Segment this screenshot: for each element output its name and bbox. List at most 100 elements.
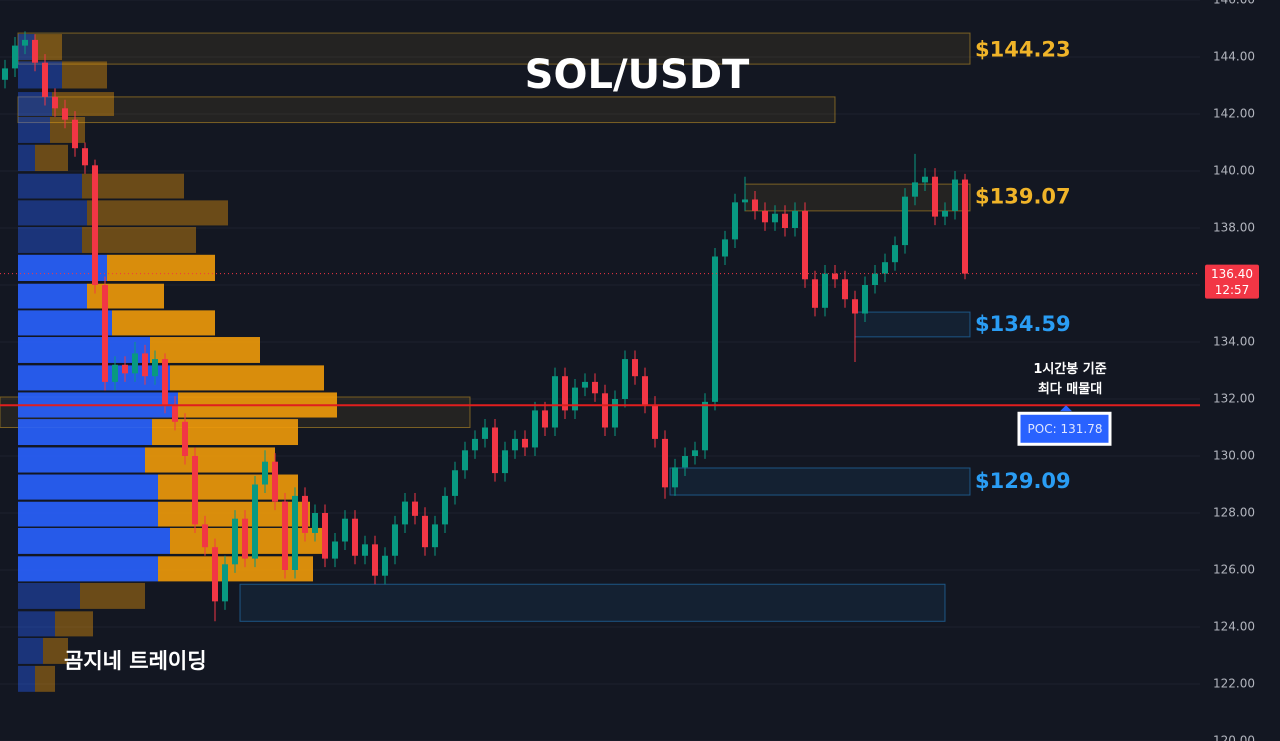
candle-body xyxy=(252,484,258,559)
candle-body xyxy=(672,467,678,488)
profile-buy xyxy=(18,144,35,171)
countdown: 12:57 xyxy=(1215,283,1250,297)
candle-body xyxy=(302,495,308,533)
profile-buy xyxy=(18,419,152,446)
candle-body xyxy=(872,273,878,285)
zone xyxy=(17,96,836,124)
zone-label: $144.23 xyxy=(975,37,1071,61)
profile-sell xyxy=(52,92,114,116)
profile-sell xyxy=(107,254,215,282)
profile-buy xyxy=(18,92,52,116)
profile-sell xyxy=(82,173,184,199)
profile-buy xyxy=(18,200,87,226)
candle-body xyxy=(682,456,688,468)
profile-buy xyxy=(18,665,35,692)
profile-buy xyxy=(18,447,145,473)
candle-body xyxy=(572,387,578,411)
profile-sell xyxy=(112,310,215,336)
candle-body xyxy=(862,285,868,314)
candle-body xyxy=(822,273,828,308)
candle-body xyxy=(612,399,618,428)
y-tick-label: 146.00 xyxy=(1213,0,1255,7)
candle-body xyxy=(32,39,38,63)
candle-body xyxy=(202,524,208,548)
candle-body xyxy=(792,210,798,228)
profile-sell xyxy=(35,144,68,171)
candle-body xyxy=(652,404,658,439)
candle-body xyxy=(532,410,538,448)
candle-body xyxy=(482,427,488,439)
y-tick-label: 120.00 xyxy=(1213,734,1255,741)
zone xyxy=(669,467,971,496)
candle-body xyxy=(702,401,708,451)
watermark: 곰지네 트레이딩 xyxy=(64,649,207,673)
candle-body xyxy=(442,495,448,525)
last-price-label: 136.40 xyxy=(1211,267,1253,281)
y-tick-label: 132.00 xyxy=(1213,392,1255,406)
poc-note: 1시간봉 기준 xyxy=(1033,361,1106,377)
y-tick-label: 126.00 xyxy=(1213,563,1255,577)
candle-body xyxy=(112,364,118,382)
profile-sell xyxy=(50,116,85,143)
profile-buy xyxy=(18,310,112,336)
candle-body xyxy=(22,39,28,46)
candle-body xyxy=(232,518,238,565)
profile-sell xyxy=(80,582,145,609)
candle-body xyxy=(772,213,778,223)
candle-body xyxy=(602,393,608,428)
poc-pointer xyxy=(1060,405,1072,412)
candle-body xyxy=(382,555,388,576)
candle-body xyxy=(842,279,848,300)
candle-body xyxy=(902,196,908,246)
candle-body xyxy=(472,438,478,451)
candle-body xyxy=(502,450,508,474)
candle-body xyxy=(892,245,898,263)
candle-body xyxy=(932,176,938,217)
candle-body xyxy=(942,210,948,217)
candle-body xyxy=(342,518,348,542)
profile-sell xyxy=(43,637,68,664)
candle-body xyxy=(392,524,398,556)
y-tick-label: 124.00 xyxy=(1213,620,1255,634)
y-tick-label: 140.00 xyxy=(1213,164,1255,178)
profile-buy xyxy=(18,283,87,309)
chart-title: SOL/USDT xyxy=(525,52,750,98)
profile-buy xyxy=(18,173,82,199)
candle-body xyxy=(742,199,748,203)
profile-sell xyxy=(145,447,275,473)
profile-sell xyxy=(152,419,298,446)
y-tick-label: 142.00 xyxy=(1213,107,1255,121)
candle-body xyxy=(762,210,768,223)
candle-body xyxy=(662,438,668,488)
candle-body xyxy=(412,501,418,516)
profile-buy xyxy=(18,116,50,143)
candle-body xyxy=(582,381,588,388)
candle-body xyxy=(102,285,108,382)
candle-body xyxy=(952,179,958,211)
candle-body xyxy=(692,450,698,456)
candle-body xyxy=(592,381,598,394)
candle-body xyxy=(732,202,738,240)
zone-label: $134.59 xyxy=(975,312,1071,336)
zone-label: $129.09 xyxy=(975,469,1071,493)
zone xyxy=(17,32,971,65)
candle-body xyxy=(352,518,358,556)
candle-body xyxy=(122,364,128,374)
candle-body xyxy=(12,45,18,69)
y-tick-label: 144.00 xyxy=(1213,50,1255,64)
candle-body xyxy=(912,182,918,197)
poc-label: POC: 131.78 xyxy=(1028,422,1103,436)
profile-buy xyxy=(18,474,158,500)
candle-body xyxy=(542,410,548,428)
candle-body xyxy=(832,273,838,280)
candle-body xyxy=(142,353,148,377)
candle-body xyxy=(242,518,248,559)
candle-body xyxy=(882,262,888,274)
candle-body xyxy=(222,564,228,602)
overlay: $144.23 $139.07 $134.59 $129.09 136.40 12:57 P… xyxy=(0,37,1259,493)
candle-body xyxy=(802,210,808,280)
zone xyxy=(239,583,946,622)
y-tick-label: 130.00 xyxy=(1213,449,1255,463)
candle-body xyxy=(522,438,528,448)
